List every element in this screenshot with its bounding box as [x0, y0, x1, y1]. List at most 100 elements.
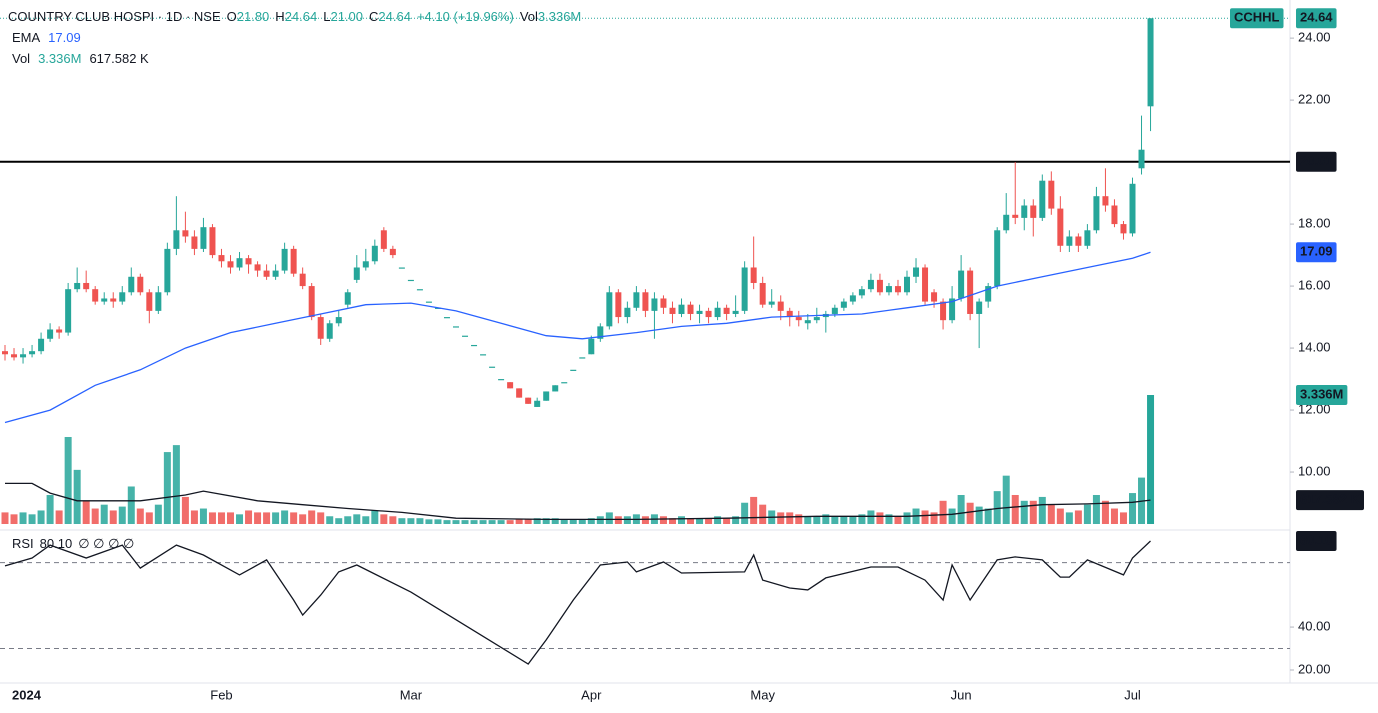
y-tick-label: 24.00 — [1298, 30, 1331, 45]
volume-bar — [560, 519, 568, 524]
rsi-line — [4, 540, 1151, 665]
volume-bar — [569, 519, 577, 524]
volume-label: 3.336M — [1300, 386, 1343, 401]
candle-body — [1129, 183, 1136, 234]
y-tick-label: 16.00 — [1298, 278, 1331, 293]
volume-ma-label: 617.582 K — [1300, 492, 1361, 507]
candle-body — [92, 289, 99, 302]
volume-bar — [443, 520, 451, 524]
volume-bar — [91, 508, 99, 524]
candle-body — [272, 270, 279, 277]
volume-bar — [46, 494, 54, 524]
value: 24.64 — [285, 9, 318, 24]
x-tick-label: Mar — [400, 687, 423, 702]
volume-bar — [1110, 508, 1118, 524]
volume-bar — [1101, 500, 1109, 524]
candle-body — [146, 292, 153, 311]
volume-bar — [82, 500, 90, 524]
candle-body — [281, 248, 288, 271]
volume-bar — [506, 520, 514, 524]
volume-bar — [741, 502, 749, 524]
volume-bar — [966, 502, 974, 524]
candle-body — [254, 264, 261, 271]
rsi-label-bg — [1296, 531, 1337, 552]
volume-bar — [281, 510, 289, 524]
x-tick-label: Feb — [210, 687, 232, 702]
candle-body — [949, 298, 956, 321]
x-tick-label: Jul — [1124, 687, 1141, 702]
key: H — [275, 9, 284, 24]
x-tick-label: Jun — [951, 687, 972, 702]
candle-body — [922, 267, 929, 302]
rsi-value: 80.10 — [40, 536, 73, 551]
candle-body — [335, 317, 342, 324]
volume-bar — [272, 512, 280, 524]
volume-bar — [163, 452, 171, 524]
candle-body — [245, 258, 252, 265]
volume-bar — [1092, 494, 1100, 524]
volume-bar — [777, 512, 785, 524]
candle-body — [2, 351, 8, 355]
candle-body — [1147, 18, 1154, 107]
candle-body — [913, 267, 920, 277]
rsi-label: 80.10 — [1300, 532, 1333, 547]
candle-body — [858, 289, 865, 296]
volume-bar — [939, 500, 947, 524]
volume-bar — [659, 516, 667, 524]
candle-body — [20, 354, 27, 358]
candle-body — [525, 397, 532, 404]
candle-body — [714, 307, 721, 318]
candle-body — [642, 292, 649, 311]
key: L — [323, 9, 330, 24]
volume-bar — [948, 508, 956, 524]
candle-body — [976, 301, 983, 314]
candle-body — [786, 310, 793, 318]
volume-bar — [903, 512, 911, 524]
volume-bar — [921, 510, 929, 524]
candle-body — [552, 385, 559, 392]
candle-body — [813, 317, 820, 321]
rsi-name: RSI — [12, 536, 34, 551]
change: +4.10 (+19.96%) — [417, 9, 514, 24]
legend-ema: EMA 17.09 — [12, 30, 81, 45]
volume-bar — [668, 518, 676, 524]
volume-bar — [28, 514, 36, 524]
candle-body — [669, 307, 676, 314]
volume-bar — [1056, 508, 1064, 524]
volume-bar — [596, 516, 604, 524]
candle-body — [1057, 208, 1064, 246]
symbol: COUNTRY CLUB HOSPI · 1D · NSE — [8, 9, 221, 24]
candle-body — [308, 286, 315, 318]
candle-body — [687, 304, 694, 314]
volume-bar — [217, 512, 225, 524]
candle-body — [840, 301, 847, 308]
candle-body — [660, 298, 667, 308]
volume-bar — [551, 518, 559, 524]
candle-body — [389, 248, 396, 256]
candle-body — [471, 344, 478, 347]
y-tick-label: 10.00 — [1298, 463, 1331, 478]
y-tick-label: 18.00 — [1298, 216, 1331, 231]
key: O — [227, 9, 237, 24]
volume-bar — [687, 518, 695, 524]
volume-bar — [335, 518, 343, 524]
candle-body — [507, 382, 514, 389]
hline-label-bg — [1296, 151, 1337, 172]
volume-bar — [524, 519, 532, 524]
candle-body — [407, 279, 414, 282]
candle-body — [579, 357, 586, 359]
volume-bar — [957, 494, 965, 524]
volume-bar — [254, 512, 262, 524]
candle-body — [831, 307, 838, 314]
volume-bar — [975, 506, 983, 524]
candle-body — [164, 248, 171, 293]
candle-body — [777, 301, 784, 311]
volume-bar — [118, 506, 126, 524]
volume-bar — [1020, 500, 1028, 524]
symbol-label: CCHHL — [1234, 10, 1280, 25]
candle-body — [1012, 214, 1019, 218]
vol-name: Vol — [12, 51, 30, 66]
volume-bar — [1047, 504, 1055, 524]
volume-bar — [614, 516, 622, 524]
